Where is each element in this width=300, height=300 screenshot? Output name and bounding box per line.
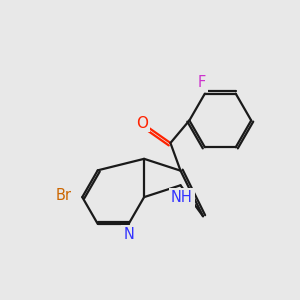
Text: N: N bbox=[123, 227, 134, 242]
Text: NH: NH bbox=[171, 190, 193, 205]
Text: Br: Br bbox=[55, 188, 71, 203]
Text: F: F bbox=[198, 75, 206, 90]
Text: O: O bbox=[136, 116, 148, 131]
